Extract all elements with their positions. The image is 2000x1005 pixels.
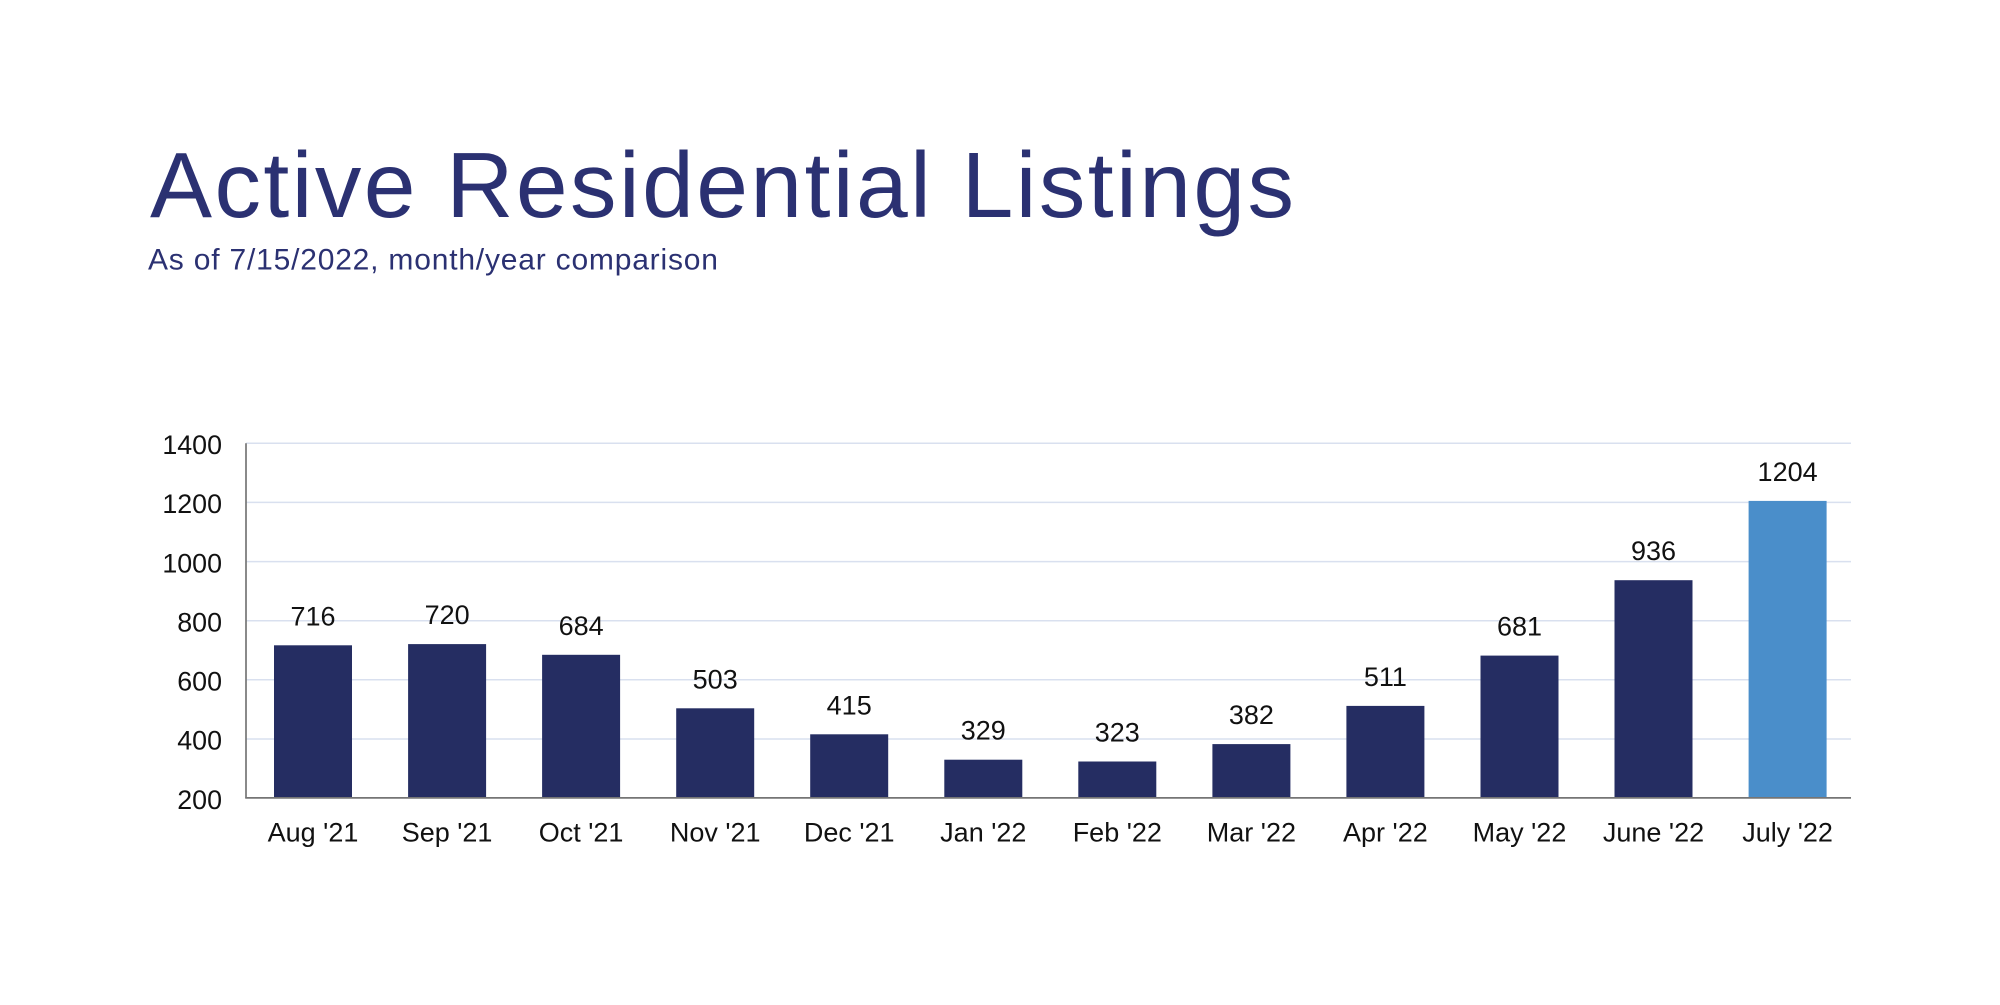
svg-text:323: 323 [1095, 718, 1140, 748]
svg-text:Active Residential Listings: Active Residential Listings [150, 133, 1297, 237]
svg-text:681: 681 [1497, 612, 1542, 642]
svg-text:May '22: May '22 [1473, 818, 1567, 848]
svg-text:400: 400 [177, 726, 222, 756]
svg-text:Oct '21: Oct '21 [539, 818, 624, 848]
svg-text:1000: 1000 [162, 548, 222, 578]
svg-text:Aug '21: Aug '21 [268, 818, 359, 848]
svg-text:Nov '21: Nov '21 [670, 818, 761, 848]
svg-text:June '22: June '22 [1603, 818, 1704, 848]
svg-text:Apr '22: Apr '22 [1343, 818, 1428, 848]
svg-text:415: 415 [827, 690, 872, 720]
svg-text:As of 7/15/2022, month/year co: As of 7/15/2022, month/year comparison [148, 244, 719, 277]
svg-text:382: 382 [1229, 700, 1274, 730]
svg-text:684: 684 [559, 611, 604, 641]
svg-text:July '22: July '22 [1742, 818, 1833, 848]
svg-text:Sep '21: Sep '21 [402, 818, 493, 848]
svg-text:503: 503 [693, 664, 738, 694]
svg-text:1400: 1400 [162, 430, 222, 460]
svg-text:Jan '22: Jan '22 [940, 818, 1026, 848]
svg-text:936: 936 [1631, 536, 1676, 566]
svg-text:800: 800 [177, 607, 222, 637]
svg-text:Feb '22: Feb '22 [1073, 818, 1162, 848]
svg-text:600: 600 [177, 667, 222, 697]
svg-text:511: 511 [1364, 662, 1407, 692]
svg-text:1204: 1204 [1758, 457, 1818, 487]
svg-text:Mar '22: Mar '22 [1207, 818, 1296, 848]
svg-text:720: 720 [425, 600, 470, 630]
svg-text:329: 329 [961, 716, 1006, 746]
svg-text:1200: 1200 [162, 489, 222, 519]
svg-text:Dec '21: Dec '21 [804, 818, 895, 848]
svg-text:200: 200 [177, 785, 222, 815]
svg-text:716: 716 [290, 601, 335, 631]
